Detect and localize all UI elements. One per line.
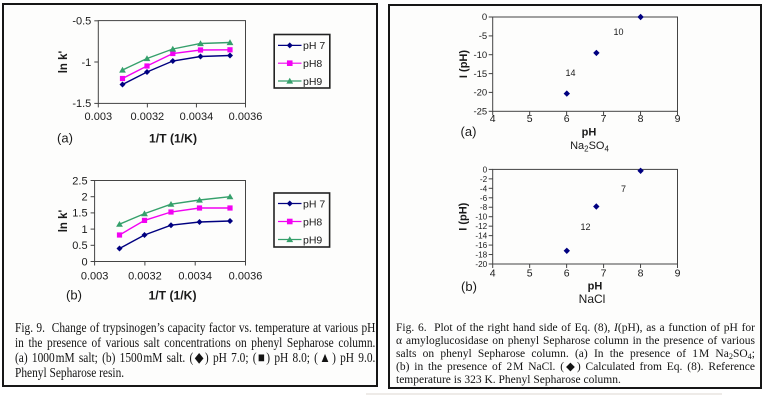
svg-text:1/T (1/K): 1/T (1/K) (148, 289, 196, 303)
svg-text:I (pH): I (pH) (458, 50, 470, 78)
svg-text:14: 14 (565, 68, 575, 78)
svg-text:-0.5: -0.5 (72, 16, 91, 28)
svg-text:-14: -14 (475, 232, 487, 241)
svg-text:-10: -10 (473, 50, 487, 61)
svg-text:5: 5 (527, 268, 533, 280)
svg-text:-1: -1 (82, 57, 92, 69)
svg-text:I (pH): I (pH) (458, 202, 470, 230)
svg-text:0.003: 0.003 (85, 111, 113, 123)
svg-text:7: 7 (601, 113, 607, 125)
svg-text:9: 9 (675, 113, 681, 125)
svg-text:0.0034: 0.0034 (180, 111, 214, 123)
svg-text:(b): (b) (66, 288, 82, 303)
svg-text:0: 0 (483, 165, 488, 174)
svg-text:8: 8 (638, 268, 644, 280)
svg-text:6: 6 (564, 268, 570, 280)
svg-text:2.5: 2.5 (72, 175, 87, 187)
svg-text:pH9: pH9 (303, 76, 322, 88)
svg-text:7: 7 (621, 184, 626, 194)
svg-text:0: 0 (482, 12, 487, 23)
svg-text:pH8: pH8 (303, 58, 322, 70)
svg-text:2: 2 (81, 192, 87, 204)
svg-text:9: 9 (675, 268, 681, 280)
svg-text:-4: -4 (480, 184, 488, 193)
svg-text:12: 12 (580, 222, 590, 232)
svg-text:0.0036: 0.0036 (229, 111, 263, 123)
svg-text:pH 7: pH 7 (303, 40, 325, 52)
svg-text:(a): (a) (461, 124, 477, 139)
svg-text:ln k': ln k' (58, 209, 70, 232)
svg-text:-5: -5 (479, 31, 487, 42)
svg-text:0.0032: 0.0032 (131, 111, 165, 123)
svg-text:(a): (a) (57, 131, 73, 146)
svg-text:Na2SO4: Na2SO4 (570, 140, 609, 154)
svg-text:ln k': ln k' (58, 50, 70, 73)
svg-text:1: 1 (81, 224, 87, 236)
svg-text:-10: -10 (475, 213, 487, 222)
svg-text:7: 7 (601, 268, 607, 280)
svg-text:-15: -15 (473, 69, 487, 80)
svg-text:-6: -6 (480, 194, 488, 203)
svg-text:0.0036: 0.0036 (229, 271, 263, 283)
svg-text:6: 6 (564, 113, 570, 125)
svg-text:0.0034: 0.0034 (178, 271, 212, 283)
svg-text:0.5: 0.5 (72, 240, 87, 252)
svg-text:5: 5 (527, 113, 533, 125)
svg-text:pH: pH (582, 127, 597, 139)
svg-text:-20: -20 (475, 260, 487, 269)
svg-text:-25: -25 (473, 107, 487, 118)
svg-text:pH: pH (588, 281, 603, 293)
svg-text:1.5: 1.5 (72, 208, 87, 220)
svg-text:4: 4 (490, 113, 496, 125)
svg-text:4: 4 (490, 268, 496, 280)
svg-text:-20: -20 (473, 88, 487, 99)
svg-text:8: 8 (638, 113, 644, 125)
svg-text:NaCl: NaCl (579, 292, 606, 306)
svg-text:-2: -2 (480, 175, 488, 184)
svg-text:(b): (b) (461, 279, 477, 294)
svg-text:-18: -18 (475, 251, 487, 260)
svg-text:-1.5: -1.5 (72, 98, 91, 110)
svg-text:0.0032: 0.0032 (128, 271, 162, 283)
svg-text:pH9: pH9 (303, 234, 322, 246)
svg-text:0: 0 (81, 256, 87, 268)
svg-text:0.003: 0.003 (81, 271, 109, 283)
svg-text:-12: -12 (475, 222, 487, 231)
svg-text:pH 7: pH 7 (303, 198, 325, 210)
svg-text:1/T (1/K): 1/T (1/K) (149, 132, 197, 146)
svg-text:-8: -8 (480, 203, 488, 212)
svg-text:pH8: pH8 (303, 216, 322, 228)
svg-text:10: 10 (613, 27, 623, 37)
svg-text:-16: -16 (475, 241, 487, 250)
